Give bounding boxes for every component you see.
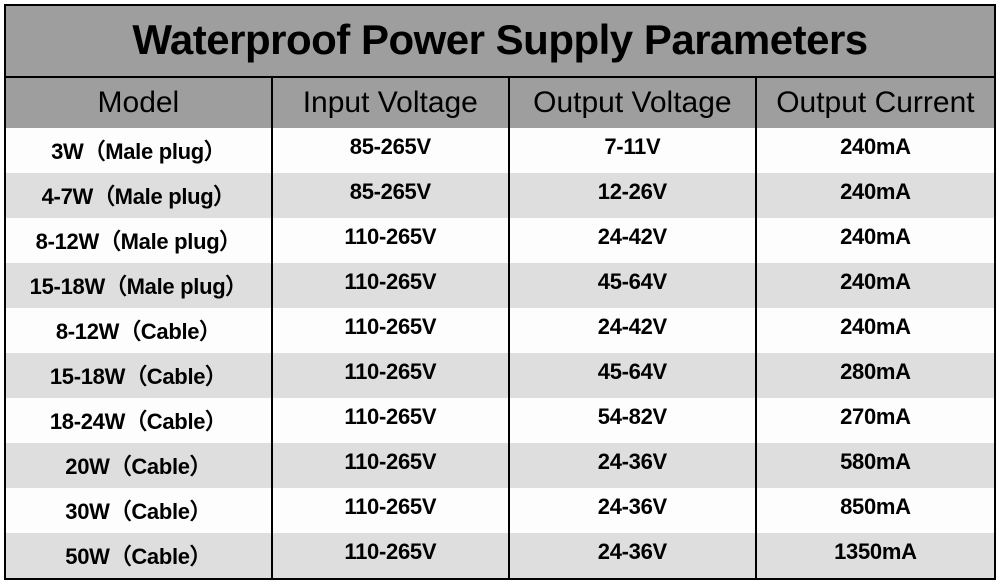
cell-output-voltage: 24-36V <box>510 443 757 488</box>
cell-input-voltage: 110-265V <box>273 353 510 398</box>
cell-model: 4-7W（Male plug） <box>6 173 273 218</box>
col-header-output-current: Output Current <box>757 76 994 128</box>
cell-input-voltage: 110-265V <box>273 263 510 308</box>
cell-output-current: 240mA <box>757 128 994 173</box>
cell-output-voltage: 54-82V <box>510 398 757 443</box>
cell-input-voltage: 110-265V <box>273 488 510 533</box>
cell-output-voltage: 45-64V <box>510 353 757 398</box>
cell-input-voltage: 110-265V <box>273 218 510 263</box>
parameters-table: Waterproof Power Supply Parameters Model… <box>4 4 996 580</box>
cell-input-voltage: 85-265V <box>273 173 510 218</box>
cell-model: 30W（Cable） <box>6 488 273 533</box>
cell-input-voltage: 85-265V <box>273 128 510 173</box>
table-row: 8-12W（Male plug） 110-265V 24-42V 240mA <box>6 218 994 263</box>
table-title: Waterproof Power Supply Parameters <box>6 6 994 76</box>
cell-output-current: 240mA <box>757 218 994 263</box>
cell-output-voltage: 24-42V <box>510 218 757 263</box>
cell-output-current: 270mA <box>757 398 994 443</box>
col-header-input-voltage: Input Voltage <box>273 76 510 128</box>
cell-model: 15-18W（Male plug） <box>6 263 273 308</box>
table-row: 30W（Cable） 110-265V 24-36V 850mA <box>6 488 994 533</box>
table-row: 18-24W（Cable） 110-265V 54-82V 270mA <box>6 398 994 443</box>
col-header-output-voltage: Output Voltage <box>510 76 757 128</box>
table-row: 15-18W（Male plug） 110-265V 45-64V 240mA <box>6 263 994 308</box>
table-header-row: Model Input Voltage Output Voltage Outpu… <box>6 76 994 128</box>
cell-output-current: 280mA <box>757 353 994 398</box>
cell-input-voltage: 110-265V <box>273 533 510 578</box>
cell-input-voltage: 110-265V <box>273 443 510 488</box>
cell-model: 50W（Cable） <box>6 533 273 578</box>
cell-model: 15-18W（Cable） <box>6 353 273 398</box>
cell-output-voltage: 7-11V <box>510 128 757 173</box>
cell-input-voltage: 110-265V <box>273 308 510 353</box>
cell-output-voltage: 12-26V <box>510 173 757 218</box>
cell-output-current: 240mA <box>757 263 994 308</box>
table-row: 20W（Cable） 110-265V 24-36V 580mA <box>6 443 994 488</box>
cell-output-current: 580mA <box>757 443 994 488</box>
table-row: 3W（Male plug） 85-265V 7-11V 240mA <box>6 128 994 173</box>
cell-output-voltage: 24-36V <box>510 533 757 578</box>
table-row: 8-12W（Cable） 110-265V 24-42V 240mA <box>6 308 994 353</box>
cell-output-current: 850mA <box>757 488 994 533</box>
cell-output-current: 240mA <box>757 308 994 353</box>
cell-model: 8-12W（Cable） <box>6 308 273 353</box>
cell-model: 20W（Cable） <box>6 443 273 488</box>
cell-model: 18-24W（Cable） <box>6 398 273 443</box>
cell-output-current: 1350mA <box>757 533 994 578</box>
cell-input-voltage: 110-265V <box>273 398 510 443</box>
cell-model: 8-12W（Male plug） <box>6 218 273 263</box>
cell-model: 3W（Male plug） <box>6 128 273 173</box>
cell-output-voltage: 24-36V <box>510 488 757 533</box>
col-header-model: Model <box>6 76 273 128</box>
table-row: 50W（Cable） 110-265V 24-36V 1350mA <box>6 533 994 578</box>
cell-output-current: 240mA <box>757 173 994 218</box>
cell-output-voltage: 24-42V <box>510 308 757 353</box>
cell-output-voltage: 45-64V <box>510 263 757 308</box>
table-row: 4-7W（Male plug） 85-265V 12-26V 240mA <box>6 173 994 218</box>
table-row: 15-18W（Cable） 110-265V 45-64V 280mA <box>6 353 994 398</box>
